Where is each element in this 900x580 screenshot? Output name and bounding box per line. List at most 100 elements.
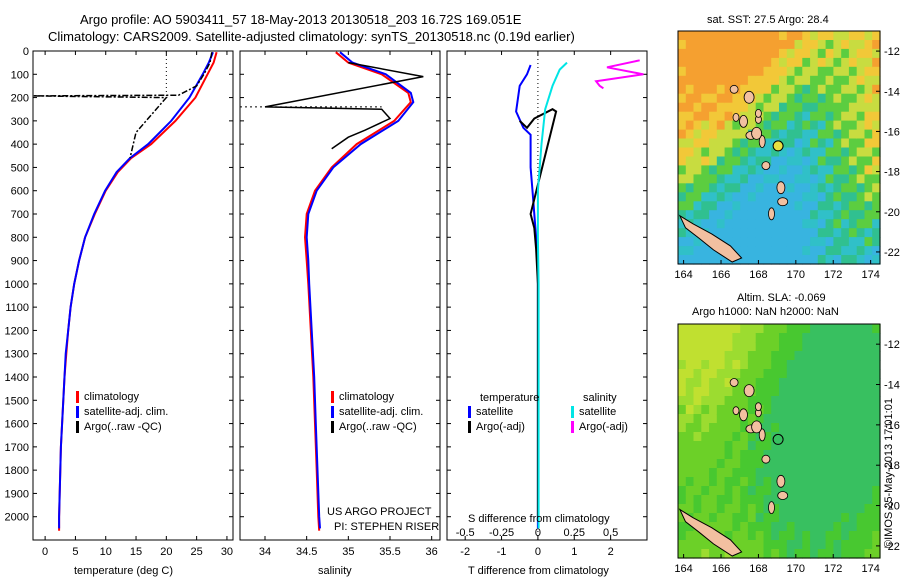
map-cell xyxy=(685,405,695,415)
map-cell xyxy=(779,111,788,122)
sst-map-title: sat. SST: 27.5 Argo: 28.4 xyxy=(707,14,829,26)
map-cell xyxy=(786,351,796,361)
map-cell xyxy=(841,66,850,77)
map-cell xyxy=(825,441,834,451)
map-cell xyxy=(872,540,881,550)
map-cell xyxy=(693,57,702,68)
map-cell xyxy=(724,111,733,122)
map-cell xyxy=(817,423,827,433)
map-cell xyxy=(771,360,780,370)
map-cell xyxy=(794,324,803,334)
map-cell xyxy=(779,468,788,478)
map-cell xyxy=(810,441,819,451)
map-cell xyxy=(833,156,842,167)
diff-legend-header-salinity: salinity xyxy=(583,392,617,404)
map-cell xyxy=(763,201,772,211)
island xyxy=(732,406,740,416)
map-cell xyxy=(724,156,733,167)
map-cell xyxy=(685,549,695,559)
map-cell xyxy=(685,450,695,460)
map-cell xyxy=(825,31,834,41)
map-cell xyxy=(678,66,687,77)
map-cell xyxy=(841,183,850,193)
map-cell xyxy=(685,477,695,487)
map-cell xyxy=(817,31,827,41)
island xyxy=(739,115,748,128)
map-cell xyxy=(779,210,788,220)
map-cell xyxy=(747,432,757,442)
map-cell xyxy=(856,40,866,50)
map-cell xyxy=(693,93,702,104)
map-cell xyxy=(747,495,757,505)
map-cell xyxy=(825,48,834,59)
map-cell xyxy=(794,57,803,68)
map-cell xyxy=(810,120,819,131)
map-cell xyxy=(864,147,873,158)
map-cell xyxy=(779,219,788,229)
map-cell xyxy=(755,486,765,496)
map-cell xyxy=(794,495,803,505)
map-ytick-label: -22 xyxy=(884,541,900,553)
map-cell xyxy=(817,219,827,229)
map-cell xyxy=(864,255,873,265)
map-cell xyxy=(716,210,726,220)
map-cell xyxy=(716,93,726,104)
map-cell xyxy=(856,147,866,158)
map-cell xyxy=(685,111,695,122)
map-cell xyxy=(779,504,788,514)
island xyxy=(768,207,775,221)
map-cell xyxy=(825,174,834,184)
map-cell xyxy=(856,405,866,415)
map-cell xyxy=(779,324,788,334)
map-cell xyxy=(693,31,702,41)
map-cell xyxy=(678,504,687,514)
map-cell xyxy=(825,513,834,523)
map-ytick-label: -18 xyxy=(884,460,900,472)
map-cell xyxy=(802,210,811,220)
map-cell xyxy=(833,93,842,104)
map-cell xyxy=(848,459,858,469)
map-cell xyxy=(724,66,733,77)
map-cell xyxy=(755,228,765,238)
map-cell xyxy=(740,477,749,487)
map-cell xyxy=(740,441,749,451)
map-cell xyxy=(848,31,858,41)
map-cell xyxy=(841,120,850,131)
map-cell xyxy=(716,432,726,442)
map-cell xyxy=(794,387,803,397)
map-cell xyxy=(771,210,780,220)
map-cell xyxy=(825,192,834,202)
map-cell xyxy=(825,450,834,460)
map-cell xyxy=(802,174,811,184)
map-cell xyxy=(724,57,733,68)
ytick-label: 2000 xyxy=(5,512,29,524)
map-cell xyxy=(825,495,834,505)
map-cell xyxy=(724,165,733,175)
map-cell xyxy=(732,129,741,140)
map-cell xyxy=(709,93,718,104)
map-cell xyxy=(786,387,796,397)
map-cell xyxy=(678,396,687,406)
map-cell xyxy=(678,165,687,175)
map-cell xyxy=(864,468,873,478)
map-cell xyxy=(810,387,819,397)
map-cell xyxy=(817,531,827,541)
map-cell xyxy=(724,129,733,140)
map-cell xyxy=(786,459,796,469)
diff-legend-t-argo: Argo(-adj) xyxy=(468,421,525,434)
map-cell xyxy=(802,48,811,59)
map-cell xyxy=(802,504,811,514)
map-cell xyxy=(709,57,718,68)
map-cell xyxy=(685,396,695,406)
map-cell xyxy=(732,210,741,220)
map-cell xyxy=(716,378,726,388)
map-cell xyxy=(747,111,757,122)
map-cell xyxy=(779,459,788,469)
map-cell xyxy=(864,102,873,113)
map-cell xyxy=(817,540,827,550)
map-cell xyxy=(755,192,765,202)
map-cell xyxy=(763,147,772,158)
map-cell xyxy=(763,324,772,334)
map-cell xyxy=(709,31,718,41)
map-cell xyxy=(794,477,803,487)
